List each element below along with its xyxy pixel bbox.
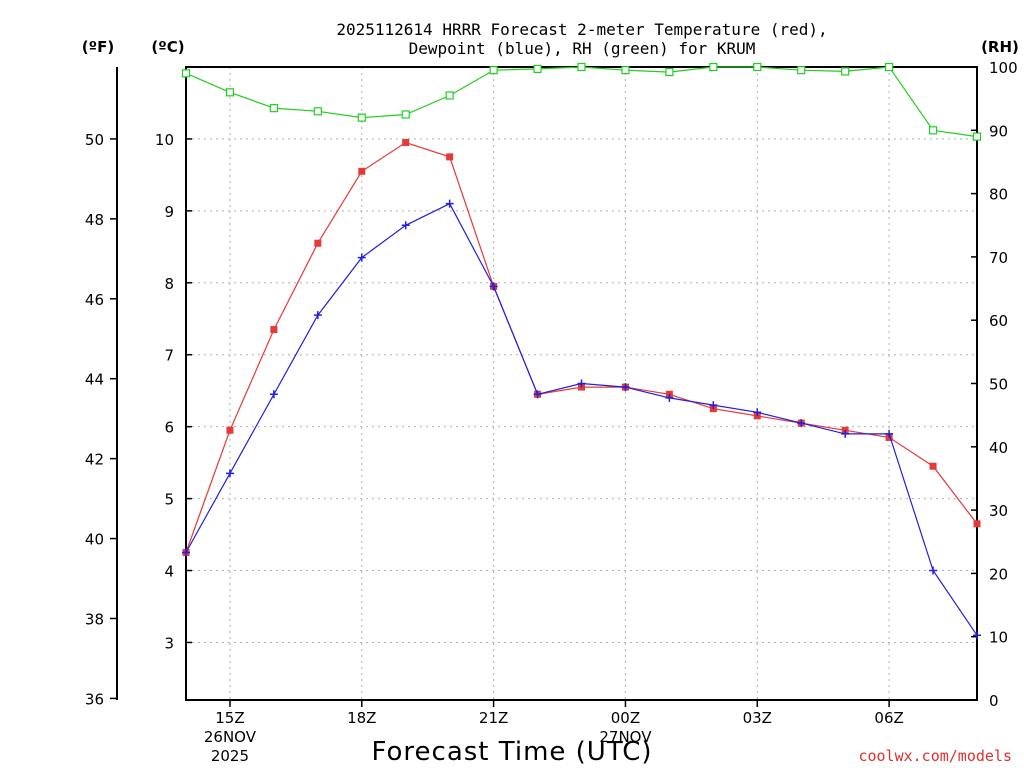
rh-point — [665, 67, 674, 77]
rh-tick-label: 0 — [989, 692, 999, 710]
dewpoint-point — [929, 566, 938, 575]
rh-line — [185, 66, 978, 138]
rh-tick-label: 60 — [989, 312, 1008, 330]
dewpoint-point — [797, 419, 806, 428]
rh-tick-label: 30 — [989, 502, 1008, 520]
rh-tick-label: 90 — [989, 122, 1008, 140]
fahrenheit-tick-label: 36 — [85, 690, 104, 708]
chart-title-line1: 2025112614 HRRR Forecast 2-meter Tempera… — [336, 20, 827, 39]
dewpoint-point — [709, 401, 718, 410]
celsius-unit-label: (ºC) — [151, 38, 184, 56]
rh-point — [401, 110, 410, 119]
rh-point — [972, 132, 982, 141]
rh-point — [181, 69, 191, 78]
rh-point — [489, 66, 498, 75]
x-tick-year-label: 2025 — [211, 747, 249, 765]
rh-point — [928, 126, 938, 135]
celsius-tick-label: 6 — [164, 419, 174, 437]
temperature-point — [226, 426, 234, 434]
dewpoint-point — [841, 429, 850, 438]
dewpoint-point — [753, 408, 762, 417]
rh-point — [621, 66, 630, 75]
rh-point — [269, 104, 278, 113]
rh-unit-label: (RH) — [981, 38, 1019, 56]
fahrenheit-tick-label: 42 — [85, 451, 104, 469]
dewpoint-point — [313, 311, 322, 320]
fahrenheit-tick-label: 48 — [85, 211, 104, 229]
rh-point — [357, 113, 366, 122]
x-tick-label: 00Z — [611, 709, 640, 727]
dewpoint-point — [533, 390, 542, 399]
x-tick-label: 18Z — [347, 709, 376, 727]
axes: 3638404244464850345678910010203040506070… — [85, 59, 1018, 765]
celsius-tick-label: 4 — [164, 563, 174, 581]
dewpoint-point — [401, 221, 410, 230]
rh-point — [533, 64, 542, 73]
rh-point — [225, 88, 235, 97]
x-axis-title: Forecast Time (UTC) — [371, 737, 652, 767]
celsius-tick-label: 9 — [164, 203, 174, 221]
dewpoint-series — [182, 199, 981, 640]
rh-tick-label: 40 — [989, 439, 1008, 457]
rh-point — [885, 62, 894, 72]
temperature-point — [446, 153, 454, 161]
chart-title-line2: Dewpoint (blue), RH (green) for KRUM — [409, 39, 756, 58]
temperature-point — [358, 167, 366, 175]
rh-tick-label: 50 — [989, 376, 1008, 394]
rh-point — [577, 62, 586, 72]
x-tick-date-label: 27NOV — [599, 728, 652, 746]
dewpoint-point — [885, 429, 894, 438]
fahrenheit-tick-label: 46 — [85, 291, 104, 309]
rh-point — [313, 107, 322, 116]
celsius-tick-label: 5 — [164, 491, 174, 509]
dewpoint-point — [445, 199, 454, 208]
x-tick-date-label: 26NOV — [204, 728, 257, 746]
rh-point — [709, 62, 718, 72]
dewpoint-point — [621, 383, 630, 392]
dewpoint-point — [665, 393, 674, 402]
celsius-tick-label: 10 — [155, 131, 174, 149]
rh-tick-label: 10 — [989, 629, 1008, 647]
temperature-line — [185, 141, 978, 553]
dewpoint-point — [269, 390, 278, 399]
temperature-point — [402, 139, 410, 147]
rh-point — [445, 91, 454, 100]
rh-tick-label: 80 — [989, 186, 1008, 204]
credit-text: coolwx.com/models — [858, 747, 1012, 765]
dewpoint-point — [182, 548, 190, 557]
rh-point — [753, 62, 762, 72]
rh-point — [841, 67, 850, 76]
rh-tick-label: 70 — [989, 249, 1008, 267]
dewpoint-point — [973, 631, 981, 640]
x-tick-label: 21Z — [479, 709, 508, 727]
fahrenheit-tick-label: 50 — [85, 131, 104, 149]
x-tick-label: 03Z — [743, 709, 772, 727]
rh-point — [797, 66, 806, 75]
fahrenheit-unit-label: (ºF) — [82, 38, 114, 56]
temperature-point — [270, 326, 278, 334]
celsius-tick-label: 8 — [164, 275, 174, 293]
temperature-series — [182, 139, 981, 557]
temperature-point — [314, 239, 322, 247]
celsius-tick-label: 3 — [164, 634, 174, 652]
plot-series — [181, 62, 982, 640]
fahrenheit-tick-label: 44 — [85, 371, 104, 389]
temperature-point — [973, 520, 981, 528]
fahrenheit-tick-label: 38 — [85, 610, 104, 628]
x-tick-label: 15Z — [215, 709, 244, 727]
rh-tick-label: 100 — [989, 59, 1018, 77]
dewpoint-point — [489, 282, 498, 291]
fahrenheit-tick-label: 40 — [85, 531, 104, 549]
dewpoint-point — [577, 379, 586, 388]
dewpoint-point — [357, 253, 366, 262]
dewpoint-point — [225, 469, 234, 478]
rh-tick-label: 20 — [989, 565, 1008, 583]
celsius-tick-label: 7 — [164, 347, 174, 365]
rh-series — [181, 62, 982, 141]
x-tick-label: 06Z — [874, 709, 903, 727]
temperature-point — [929, 462, 937, 470]
